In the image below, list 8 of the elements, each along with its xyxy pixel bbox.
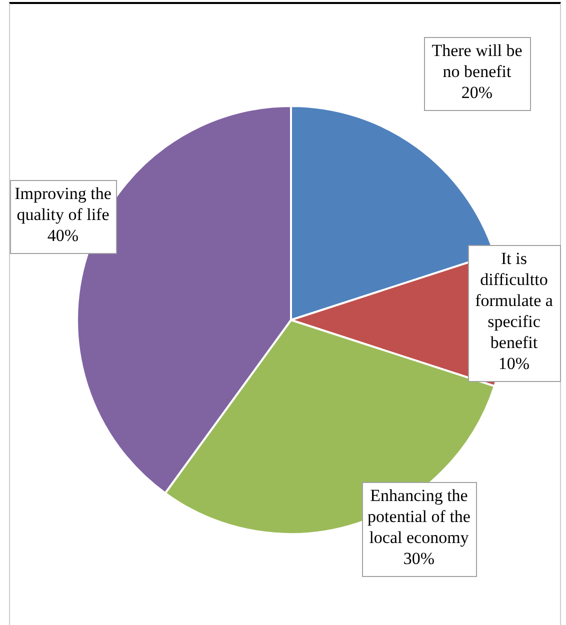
data-label: 10% bbox=[498, 354, 530, 373]
data-label: 20% bbox=[461, 82, 493, 102]
slice-label: There will be no benefit bbox=[432, 40, 522, 81]
data-label: 30% bbox=[403, 548, 435, 568]
data-label: 40% bbox=[47, 226, 79, 245]
slice-label: Improving the quality of life bbox=[14, 184, 112, 224]
slice-label: Enhancing the potential of the local economy bbox=[368, 486, 470, 547]
slice-label: It is difficultto formulate a specific benefit bbox=[475, 248, 554, 352]
